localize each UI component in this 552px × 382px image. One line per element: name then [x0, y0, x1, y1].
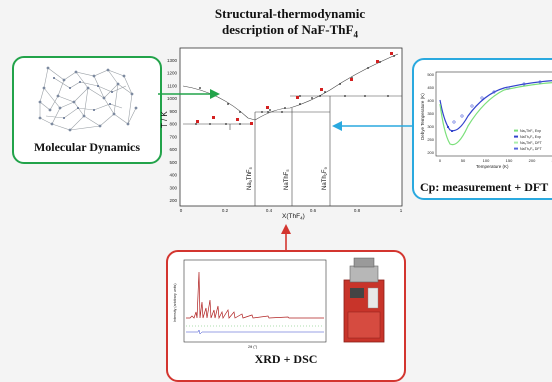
phase-diagram-xtick: 0.8 [354, 208, 361, 213]
phase-diagram-ytick: 1300 [167, 58, 178, 63]
liquidus-right [255, 54, 398, 120]
xrd-label: XRD + DSC [168, 352, 404, 367]
phase-diagram-ytick: 300 [169, 185, 177, 190]
xrd-plot: Intensity (arbitrary units) 2θ (°) [168, 252, 404, 352]
cp-label: Cp: measurement + DFT [420, 180, 548, 195]
cp-ylabel: Debye Temperature (K) [420, 93, 425, 140]
phase-diagram-ytick: 700 [169, 134, 177, 139]
cp-legend-entry: Na₃ThF₅ DFT [520, 141, 543, 145]
phase-diagram-ytick: 600 [169, 147, 177, 152]
title-line2: description of NaF-ThF4 [170, 22, 410, 43]
phase-diagram-xtick: 1 [400, 208, 403, 213]
arrow-cp-to-diagram [332, 121, 412, 131]
md-label: Molecular Dynamics [14, 140, 160, 155]
cp-legend-swatch [514, 136, 518, 138]
cp-legend-entry: NaTh₂F₉ DFT [520, 147, 543, 151]
xrd-dsc-panel: Intensity (arbitrary units) 2θ (°) XRD +… [166, 250, 406, 382]
cp-plot: Debye Temperature (K) 500450400350300250… [414, 60, 552, 178]
title-line1: Structural-thermodynamic [170, 6, 410, 22]
molecular-dynamics-panel: Molecular Dynamics [12, 56, 162, 164]
cp-ytick: 250 [427, 137, 434, 142]
cp-xlabel: Temperature (K) [476, 164, 509, 169]
liquidus-left [183, 86, 255, 120]
cp-xtick: 200 [529, 158, 536, 163]
cp-xtick: 50 [461, 158, 466, 163]
phase-diagram-ytick: 500 [169, 160, 177, 165]
phase-diagram-xtick: 0.4 [266, 208, 273, 213]
molecular-network-image [14, 58, 160, 140]
phase-diagram-ytick: 1100 [167, 83, 177, 88]
phase-diagram-ytick: 400 [169, 173, 177, 178]
phase-diagram-ytick: 200 [169, 198, 177, 203]
phase-diagram-xtick: 0.2 [222, 208, 229, 213]
cp-ytick: 300 [427, 124, 434, 129]
cp-legend-entry: Na₃ThF₅ Exp [520, 129, 541, 133]
phase-diagram-ytick: 1200 [167, 71, 178, 76]
dsc-instrument [344, 258, 384, 342]
arrow-xrd-to-diagram [281, 224, 291, 250]
phase-diagram-ytick: 900 [169, 109, 177, 114]
cp-xtick: 100 [483, 158, 490, 163]
cp-ytick: 400 [427, 98, 434, 103]
cp-ytick: 500 [427, 72, 434, 77]
phase-diagram-ytick: 800 [169, 122, 177, 127]
phase-diagram-xlabel: X(ThF4) [282, 213, 305, 221]
phase-diagram-frame [180, 48, 402, 206]
compound-label-na3thf5: Na3ThF5 [247, 166, 253, 190]
page-title: Structural-thermodynamic description of … [170, 6, 410, 43]
phase-diagram-xtick: 0 [180, 208, 183, 213]
cp-legend-entry: NaTh₂F₉ Exp [520, 135, 541, 139]
phase-diagram-ytick: 1000 [167, 96, 178, 101]
cp-ytick: 450 [427, 85, 434, 90]
cp-xtick: 0 [439, 158, 442, 163]
cp-legend-swatch [514, 142, 518, 144]
cp-legend-swatch [514, 148, 518, 150]
compound-label-nath2f9: NaTh2F9 [322, 166, 328, 190]
xrd-ylabel: Intensity (arbitrary units) [173, 283, 177, 322]
cp-ytick: 350 [427, 111, 434, 116]
cp-ytick: 200 [427, 150, 434, 155]
cp-xtick: 150 [506, 158, 513, 163]
xrd-xlabel: 2θ (°) [248, 345, 258, 349]
phase-diagram-xtick: 0.6 [310, 208, 317, 213]
cp-legend-swatch [514, 130, 518, 132]
compound-label-nathf5: NaThF5 [284, 169, 290, 190]
arrow-md-to-diagram [158, 89, 220, 99]
